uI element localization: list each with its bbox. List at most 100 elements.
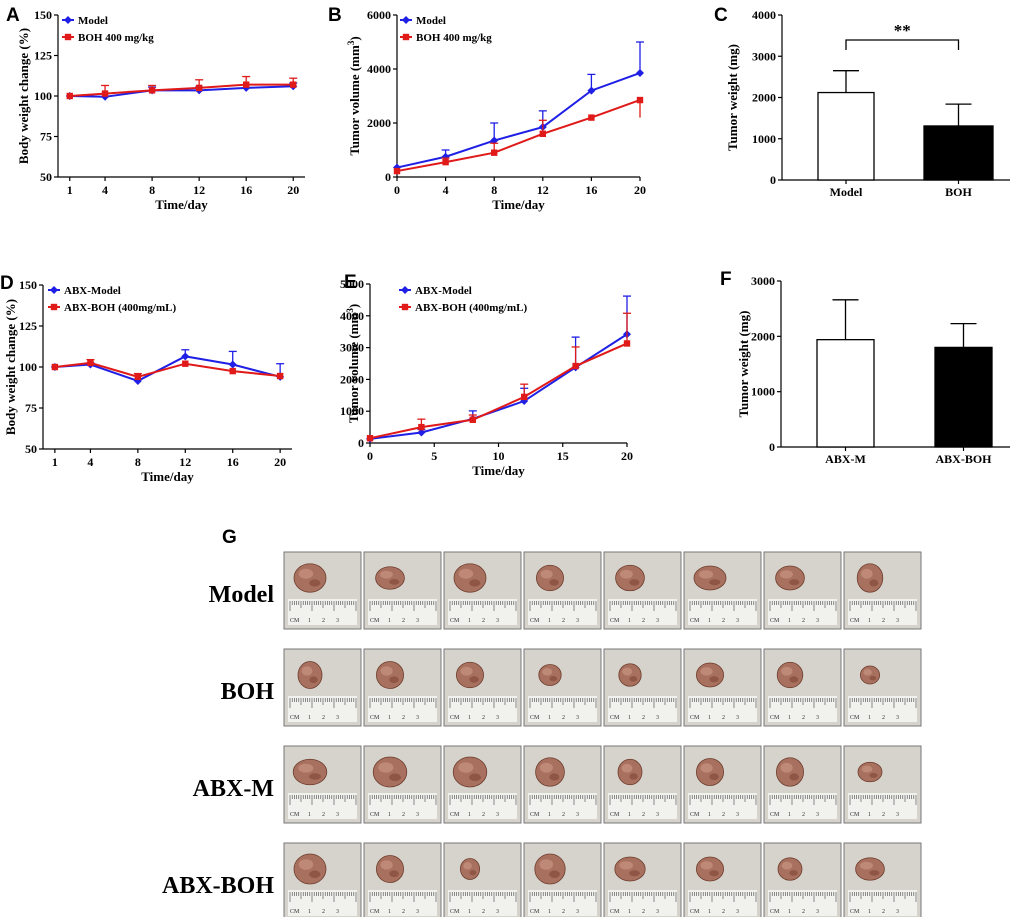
tumor-specimen bbox=[614, 856, 646, 882]
y-tick-label: 0 bbox=[769, 440, 775, 454]
tumor-photo: CM 1 2 3 bbox=[283, 648, 362, 727]
x-tick-label: 12 bbox=[179, 455, 191, 469]
ruler-strip bbox=[848, 599, 917, 625]
y-tick-label: 75 bbox=[25, 401, 37, 415]
data-point-marker bbox=[366, 435, 374, 442]
ruler-strip bbox=[528, 890, 597, 916]
ruler-number: 1 bbox=[628, 715, 631, 721]
ruler-number: 2 bbox=[482, 715, 485, 721]
series-line bbox=[69, 85, 294, 98]
tumor-highlight bbox=[458, 568, 474, 579]
y-tick-label: 3000 bbox=[752, 49, 776, 63]
panel-letter-d: D bbox=[0, 273, 14, 294]
x-tick-label: 20 bbox=[634, 183, 646, 197]
data-point-marker bbox=[401, 303, 409, 311]
ruler-strip bbox=[368, 696, 437, 722]
ruler-strip bbox=[288, 793, 357, 819]
y-tick-label: 150 bbox=[19, 278, 37, 292]
data-point-marker bbox=[521, 393, 528, 401]
tumor-photo: CM 1 2 3 bbox=[763, 648, 842, 727]
tumor-specimen bbox=[375, 855, 404, 883]
x-tick-label: 16 bbox=[227, 455, 239, 469]
y-tick-label: 4000 bbox=[367, 62, 391, 76]
chart-panel-b: 0 2000 4000 6000 Tumor volume (mm3) 0 4 8 12 16 20… bbox=[346, 8, 646, 212]
ruler-cm-label: CM bbox=[450, 618, 460, 624]
panel-letter-b: B bbox=[328, 5, 342, 26]
tumor-photo: CM 1 2 3 bbox=[683, 745, 762, 824]
tumor-photo: CM 1 2 3 bbox=[363, 842, 442, 921]
y-tick-label: 2000 bbox=[751, 329, 775, 343]
series-abx-model bbox=[366, 295, 631, 443]
ruler-cm-label: CM bbox=[530, 909, 540, 915]
ruler-number: 1 bbox=[788, 715, 791, 721]
tumor-specimen bbox=[855, 857, 885, 881]
tumor-specimen bbox=[455, 661, 484, 689]
legend-label: ABX-Model bbox=[64, 285, 121, 297]
ruler-number: 1 bbox=[548, 618, 551, 624]
ruler-number: 2 bbox=[722, 715, 725, 721]
ruler-strip bbox=[688, 599, 757, 625]
y-tick-label: 1000 bbox=[752, 132, 776, 146]
ruler-number: 2 bbox=[722, 812, 725, 818]
y-tick-label: 125 bbox=[19, 319, 37, 333]
tumor-specimen bbox=[693, 565, 727, 591]
tumor-specimen bbox=[860, 665, 881, 685]
legend-label: Model bbox=[78, 15, 108, 27]
tumor-photo: CM 1 2 3 bbox=[523, 551, 602, 630]
ruler-number: 3 bbox=[576, 618, 579, 624]
ruler-strip bbox=[528, 599, 597, 625]
data-point-marker bbox=[229, 367, 236, 375]
tumor-highlight bbox=[781, 861, 793, 870]
ruler-cm-label: CM bbox=[450, 909, 460, 915]
tumor-photo: CM 1 2 3 bbox=[363, 745, 442, 824]
tumor-highlight bbox=[779, 570, 793, 579]
y-tick-label: 2000 bbox=[752, 91, 776, 105]
tumor-shadow bbox=[789, 870, 798, 876]
ruler-number: 3 bbox=[496, 618, 499, 624]
tumor-highlight bbox=[378, 762, 394, 773]
y-tick-label: 150 bbox=[34, 8, 52, 22]
x-tick-label: 10 bbox=[493, 449, 505, 463]
ruler-number: 1 bbox=[708, 715, 711, 721]
tumor-highlight bbox=[619, 569, 633, 579]
ruler-cm-label: CM bbox=[370, 618, 380, 624]
ruler-number: 1 bbox=[468, 618, 471, 624]
y-tick-label: 2000 bbox=[367, 116, 391, 130]
ruler-number: 3 bbox=[496, 715, 499, 721]
ruler-number: 1 bbox=[708, 618, 711, 624]
y-axis-title: Tumor volume (mm3) bbox=[346, 36, 362, 155]
tumor-shadow bbox=[789, 676, 799, 683]
legend-label: ABX-Model bbox=[415, 285, 472, 297]
tumor-specimen bbox=[775, 565, 805, 591]
tumor-specimen bbox=[696, 662, 725, 688]
tumor-specimen bbox=[534, 853, 566, 885]
ruler-strip bbox=[768, 599, 837, 625]
tumor-photo: CM 1 2 3 bbox=[443, 842, 522, 921]
tumor-shadow bbox=[869, 675, 877, 681]
tumor-shadow bbox=[789, 773, 799, 781]
significance-bracket bbox=[845, 39, 960, 50]
ruler-number: 2 bbox=[722, 909, 725, 915]
ruler-number: 3 bbox=[416, 812, 419, 818]
x-axis-title: Time/day bbox=[472, 463, 525, 478]
ruler-cm-label: CM bbox=[690, 618, 700, 624]
x-tick-label: Model bbox=[830, 185, 863, 199]
ruler-number: 1 bbox=[468, 909, 471, 915]
ruler-number: 3 bbox=[416, 909, 419, 915]
tumor-highlight bbox=[540, 569, 553, 579]
ruler-number: 3 bbox=[496, 909, 499, 915]
ruler-strip bbox=[848, 793, 917, 819]
y-tick-label: 5000 bbox=[340, 277, 364, 291]
data-point-marker bbox=[588, 114, 595, 121]
ruler-number: 1 bbox=[868, 715, 871, 721]
ruler-strip bbox=[528, 696, 597, 722]
tumor-highlight bbox=[298, 568, 314, 579]
ruler-number: 2 bbox=[402, 812, 405, 818]
data-point-marker bbox=[50, 286, 58, 294]
chart-panel-c: 0 1000 2000 3000 4000 Tumor weight (mg) Model B… bbox=[725, 8, 1010, 199]
tumor-photo: CM 1 2 3 bbox=[443, 648, 522, 727]
ruler-number: 2 bbox=[882, 715, 885, 721]
y-tick-label: 0 bbox=[770, 173, 776, 187]
ruler-number: 1 bbox=[788, 812, 791, 818]
